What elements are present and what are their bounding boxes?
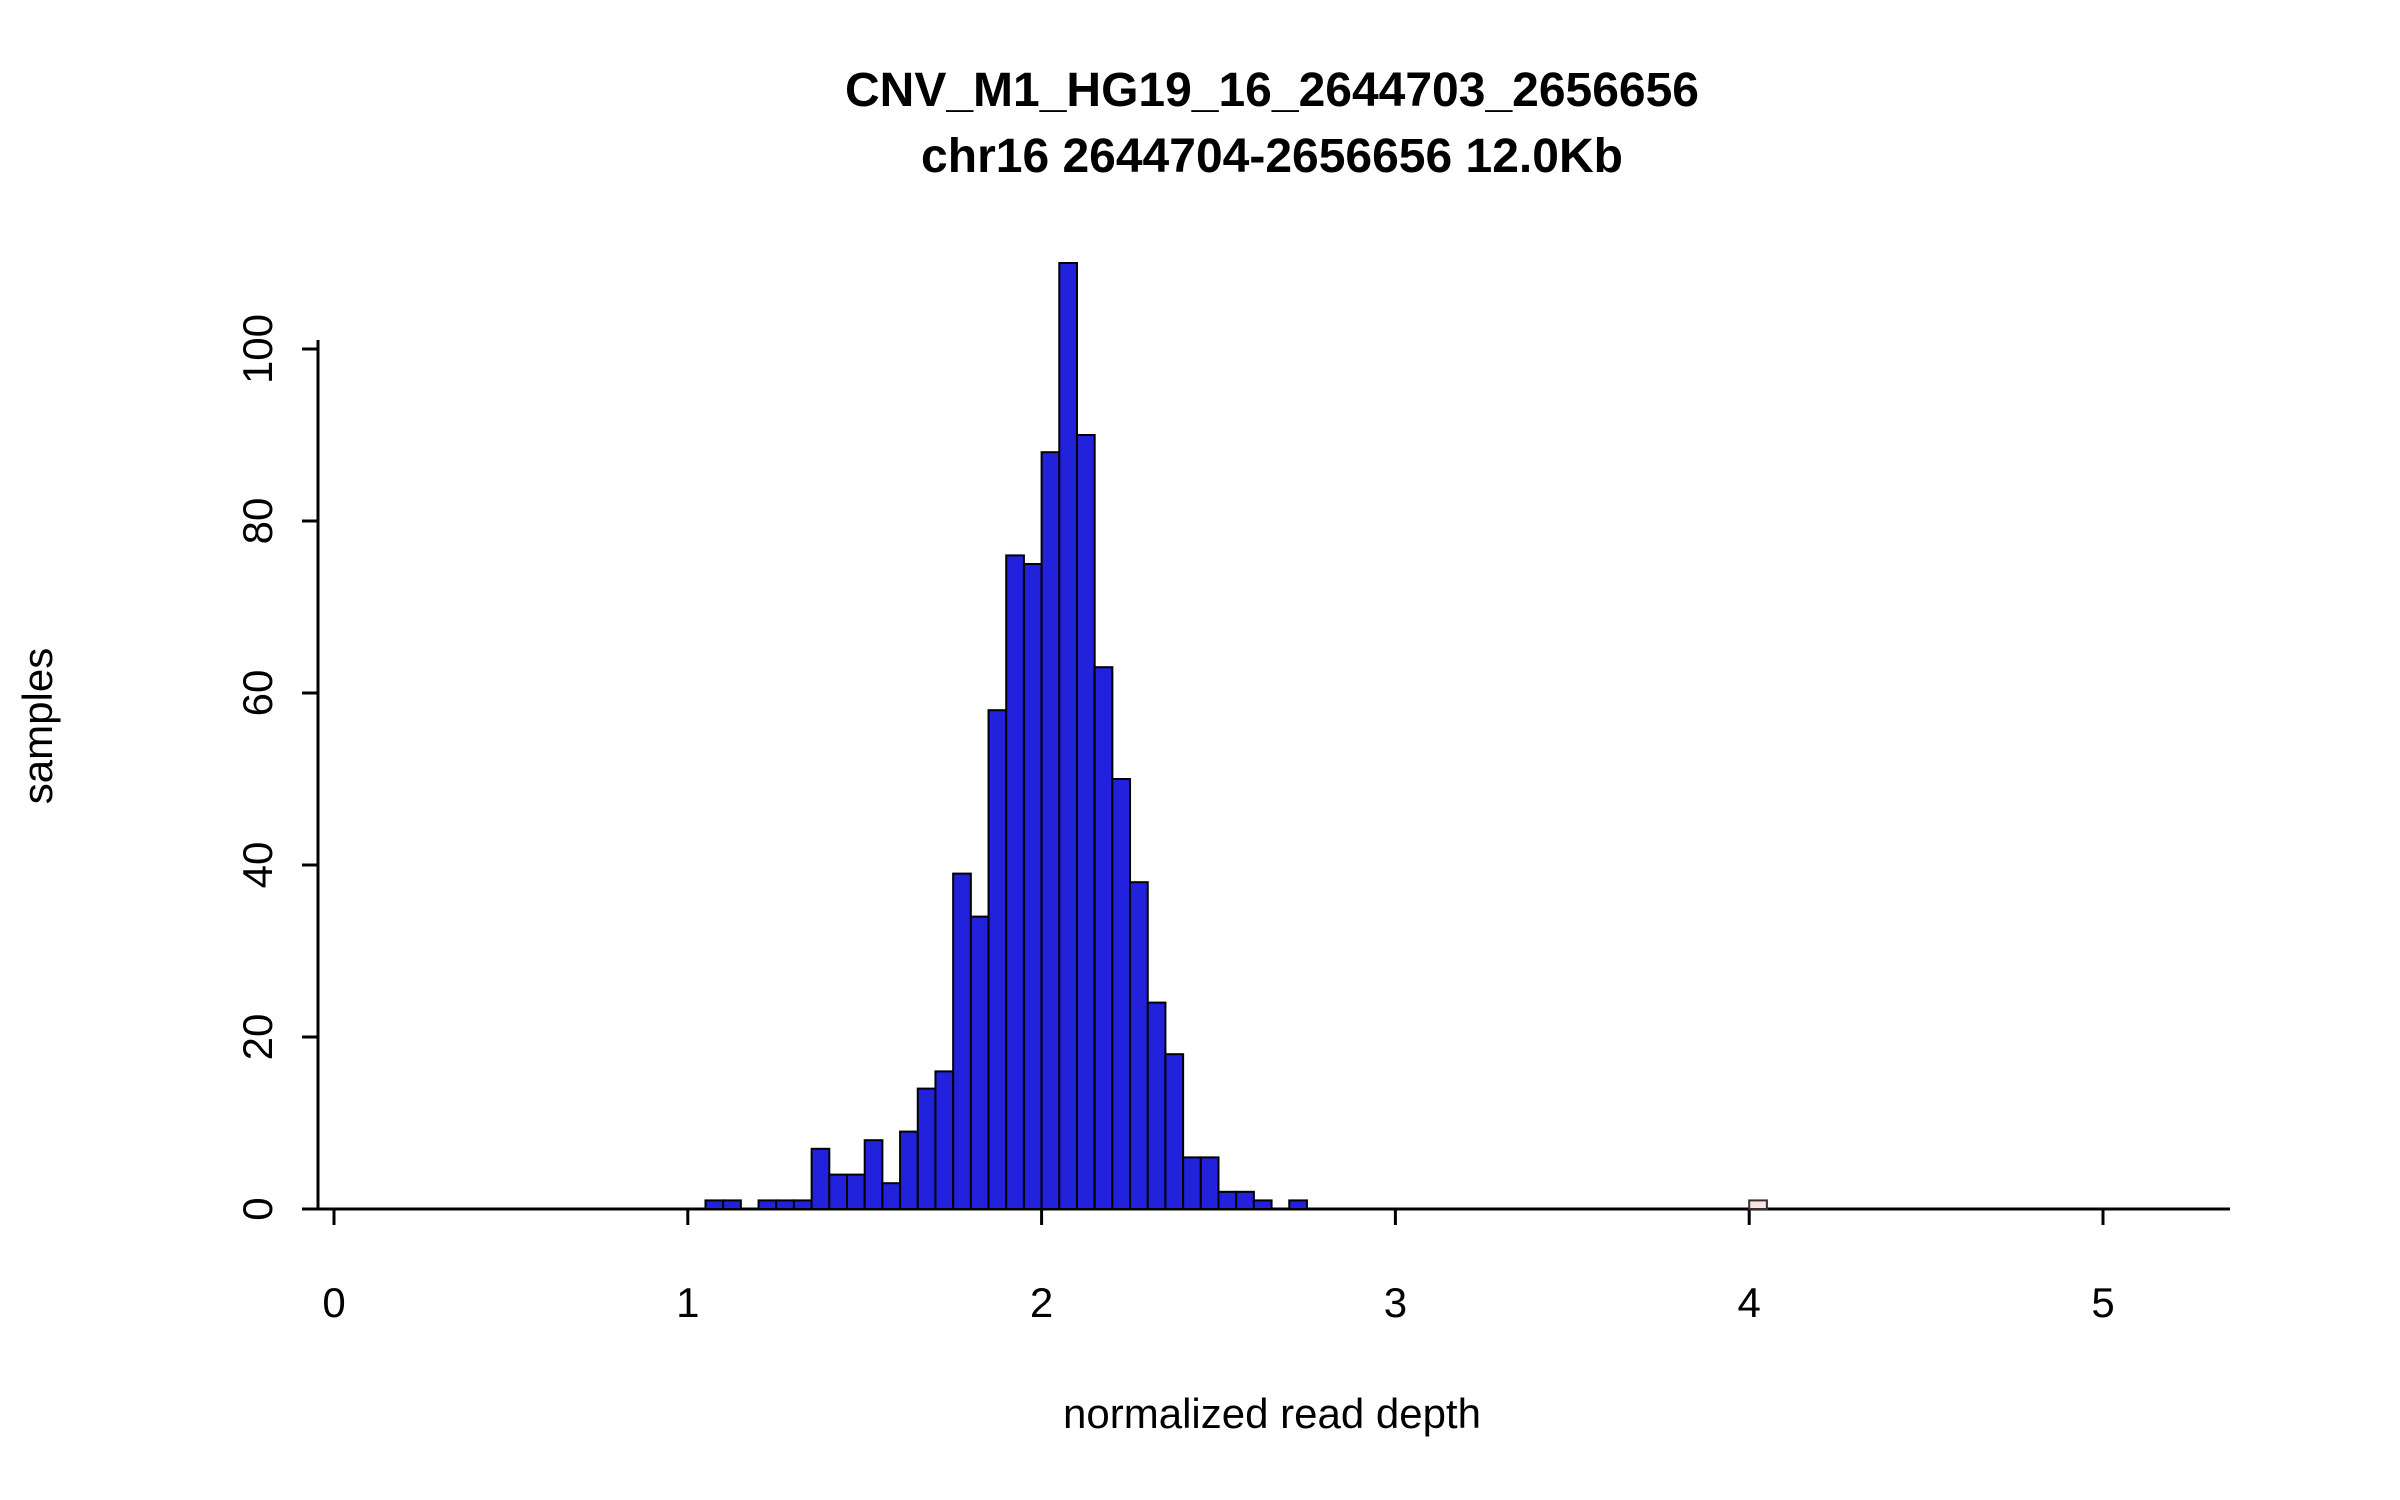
histogram-bar [1093,666,1114,1210]
histogram-bar [1075,434,1096,1210]
histogram-bar [863,1139,884,1210]
x-tick-label: 2 [1030,1279,1053,1326]
histogram-bars [704,262,1768,1211]
histogram-bar [1129,881,1149,1210]
histogram-bar [1182,1156,1202,1211]
histogram-bar [916,1087,937,1210]
histogram-bar [1252,1199,1273,1211]
histogram-bar [846,1173,866,1210]
y-tick-label: 40 [234,842,281,889]
histogram-bar [722,1199,742,1211]
x-tick-label: 3 [1384,1279,1407,1326]
y-tick-label: 0 [234,1197,281,1220]
histogram-bar [1040,451,1061,1210]
histogram-bar [1164,1053,1185,1210]
histogram-bar [775,1199,795,1211]
y-tick-label: 20 [234,1014,281,1061]
histogram-bar [1022,563,1043,1210]
histogram-bar [828,1173,849,1210]
histogram-bar [899,1130,919,1210]
x-tick-label: 1 [676,1279,699,1326]
histogram-bar [757,1199,778,1211]
y-tick-label: 80 [234,498,281,545]
histogram-bar [1199,1156,1220,1211]
histogram-bar [1146,1001,1167,1210]
histogram-bar [987,709,1008,1210]
histogram-bar [1288,1199,1308,1211]
outlier-bar [1748,1199,1768,1211]
histogram-bar [810,1147,831,1211]
histogram-bar [704,1199,725,1211]
x-tick-label: 5 [2091,1279,2114,1326]
histogram-bar [1235,1190,1255,1211]
histogram-bar [881,1182,902,1210]
x-axis-label: normalized read depth [1063,1390,1481,1437]
x-tick-label: 0 [322,1279,345,1326]
histogram-bar [1111,778,1132,1210]
axes: 0 1 2 3 4 5 0 20 40 60 80 100 [234,314,2230,1326]
x-tick-label: 4 [1738,1279,1761,1326]
histogram-bar [969,915,990,1210]
chart-subtitle: chr16 2644704-2656656 12.0Kb [921,130,1623,183]
histogram-bar [952,872,972,1210]
histogram-bar [1217,1190,1238,1211]
chart-title: CNV_M1_HG19_16_2644703_2656656 [845,64,1699,117]
y-tick-label: 60 [234,670,281,717]
histogram-bar [1005,554,1025,1210]
y-tick-label: 100 [234,314,281,384]
histogram-bar [1058,262,1078,1210]
histogram-bar [934,1070,955,1211]
y-axis-label: samples [14,648,61,804]
histogram-bar [792,1199,813,1211]
